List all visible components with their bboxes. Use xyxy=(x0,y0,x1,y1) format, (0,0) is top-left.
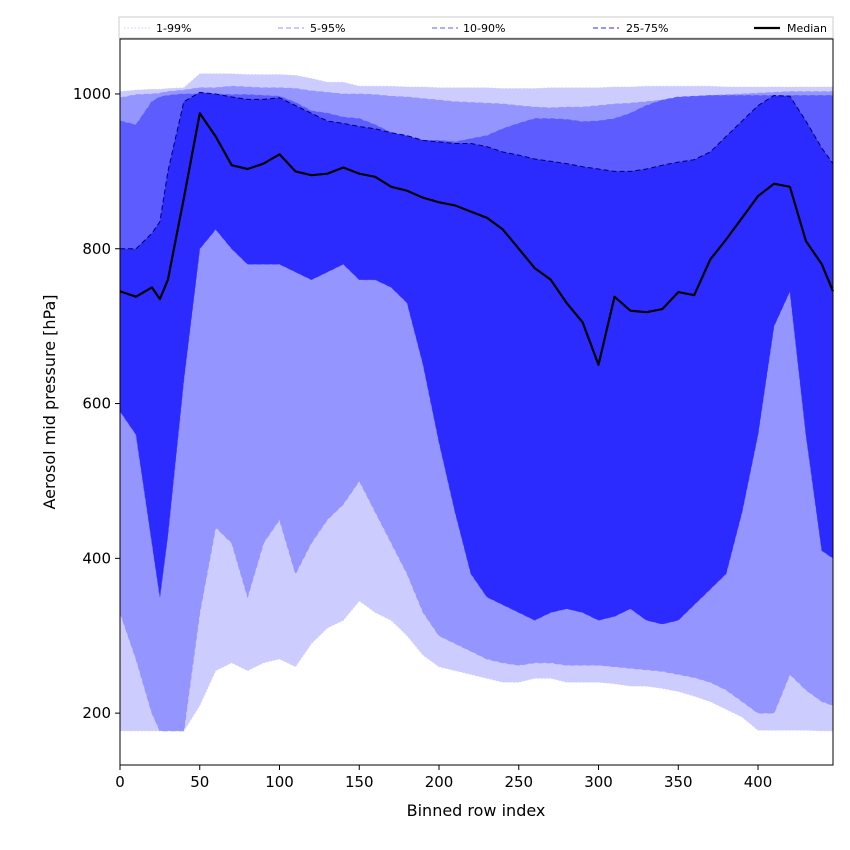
x-tick-label: 0 xyxy=(115,773,125,791)
plot-frame xyxy=(119,38,834,766)
chart-bands xyxy=(119,73,834,732)
legend-label: 10-90% xyxy=(463,22,505,35)
y-tick-label: 200 xyxy=(82,704,111,722)
y-tick-label: 600 xyxy=(82,395,111,413)
x-tick-label: 350 xyxy=(664,773,693,791)
y-tick-label: 400 xyxy=(82,549,111,567)
x-axis-label: Binned row index xyxy=(407,801,546,820)
y-axis: 200 400 600 800 1000 xyxy=(73,85,120,722)
x-tick-label: 200 xyxy=(425,773,454,791)
y-tick-label: 800 xyxy=(82,240,111,258)
y-tick-label: 1000 xyxy=(73,85,111,103)
chart-median xyxy=(119,112,835,366)
x-tick-label: 100 xyxy=(265,773,294,791)
median-line xyxy=(119,112,835,366)
band-1-99-upper-line xyxy=(119,73,833,92)
band-25-75-upper-line xyxy=(120,91,834,250)
legend: 1-99% 5-95% 10-90% 25-75% Median xyxy=(118,16,834,39)
band-1-99-lower-line xyxy=(120,600,833,732)
band-10-90-upper-line xyxy=(119,93,833,143)
x-tick-label: 50 xyxy=(190,773,209,791)
legend-label: 25-75% xyxy=(626,22,668,35)
legend-label: 1-99% xyxy=(156,22,191,35)
legend-label: 5-95% xyxy=(310,22,345,35)
y-axis-label: Aerosol mid pressure [hPa] xyxy=(40,294,59,509)
legend-label: Median xyxy=(787,22,827,35)
band-5-95-upper-line xyxy=(119,85,833,109)
x-tick-label: 250 xyxy=(504,773,533,791)
x-tick-label: 400 xyxy=(744,773,773,791)
legend-box xyxy=(118,16,834,39)
x-axis: 0 50 100 150 200 250 300 350 400 xyxy=(115,765,772,791)
x-tick-label: 300 xyxy=(584,773,613,791)
band-25-75 xyxy=(120,92,833,625)
x-tick-label: 150 xyxy=(345,773,374,791)
band-5-95-lower-line xyxy=(119,480,834,732)
